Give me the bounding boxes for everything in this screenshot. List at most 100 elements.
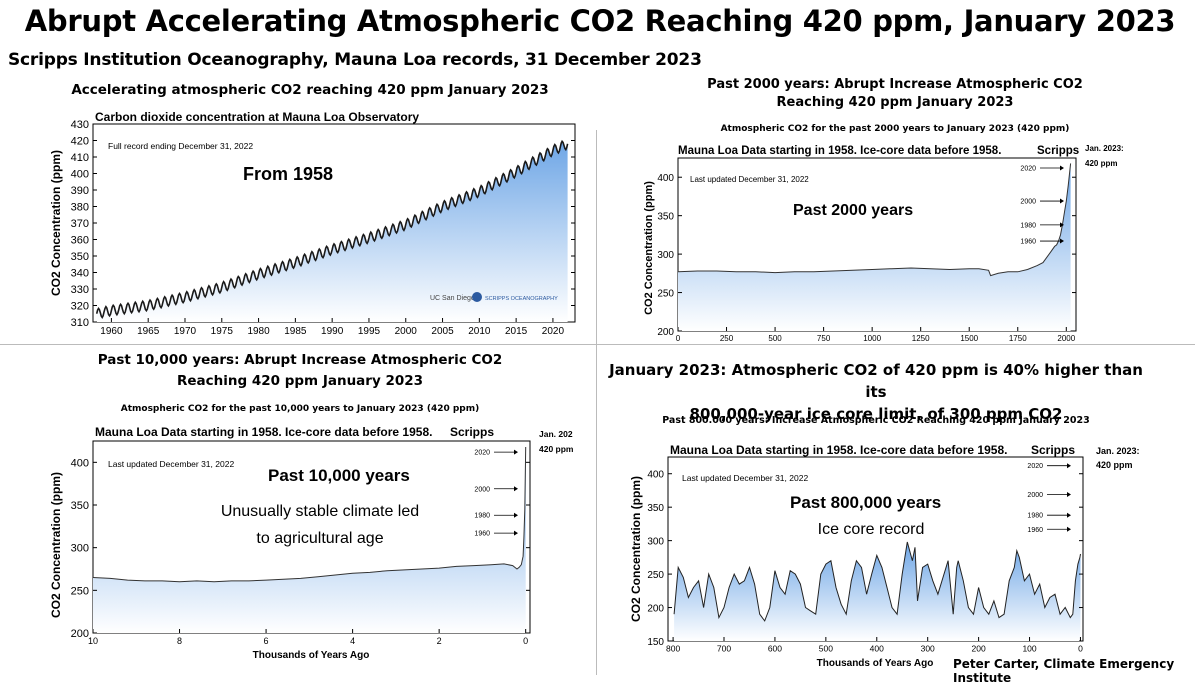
x-tick-label: 2010	[468, 326, 491, 337]
x-tick-label: 1750	[1009, 334, 1027, 343]
y-tick-label: 400	[647, 470, 664, 481]
chart2-title-right: Scripps	[1037, 145, 1079, 157]
chart-2000-years: Mauna Loa Data starting in 1958. Ice-cor…	[643, 144, 1124, 343]
x-tick-label: 0	[1078, 644, 1083, 654]
chart3-annotation-line3: to agricultural age	[256, 530, 383, 547]
chart2-note: Last updated December 31, 2022	[690, 175, 809, 184]
panel1-heading: Accelerating atmospheric CO2 reaching 42…	[71, 82, 549, 98]
chart3-title-right: Scripps	[450, 425, 494, 439]
chart4-xlabel: Thousands of Years Ago	[817, 658, 934, 669]
chart-800000-years: Mauna Loa Data starting in 1958. Ice-cor…	[629, 443, 1140, 669]
y-tick-label: 250	[71, 585, 89, 597]
year-marker-label: 1980	[1020, 222, 1036, 229]
x-tick-label: 1990	[321, 326, 344, 337]
main-title: Abrupt Accelerating Atmospheric CO2 Reac…	[24, 4, 1176, 38]
year-marker-label: 2000	[1027, 492, 1043, 499]
panel4-heading: January 2023: Atmospheric CO2 of 420 ppm…	[596, 359, 1156, 425]
x-tick-label: 500	[768, 334, 782, 343]
x-tick-label: 6	[264, 636, 269, 646]
x-tick-label: 4	[350, 636, 355, 646]
x-tick-label: 8	[177, 636, 182, 646]
year-marker-label: 2020	[474, 450, 490, 457]
chart-maunaloa-1958: Carbon dioxide concentration at Mauna Lo…	[49, 110, 576, 337]
chart3-area-fill	[93, 447, 526, 633]
arrow-head-icon	[514, 530, 518, 536]
y-tick-label: 200	[71, 628, 89, 640]
x-tick-label: 700	[717, 644, 731, 654]
year-marker-label: 1960	[474, 531, 490, 538]
chart1-ylabel: CO2 Concentration (ppm)	[49, 150, 63, 296]
panel3-heading-line2: Reaching 420 ppm January 2023	[176, 373, 424, 389]
arrow-head-icon	[1067, 491, 1071, 497]
chart3-ylabel: CO2 Concentration (ppm)	[49, 472, 63, 618]
chart3-note: Last updated December 31, 2022	[108, 459, 234, 469]
y-tick-label: 250	[657, 289, 674, 300]
chart4-side-label1: Jan. 2023:	[1096, 446, 1140, 456]
y-tick-label: 250	[647, 570, 664, 581]
x-tick-label: 1500	[960, 334, 978, 343]
panel2-heading: Past 2000 years: Abrupt Increase Atmosph…	[630, 76, 1160, 112]
chart4-series-line	[673, 541, 1081, 622]
x-tick-label: 1960	[100, 326, 123, 337]
arrow-head-icon	[514, 486, 518, 492]
arrow-head-icon	[1067, 512, 1071, 518]
y-tick-label: 300	[71, 543, 89, 555]
x-tick-label: 1975	[211, 326, 234, 337]
chart4-annotation: Past 800,000 years	[790, 493, 941, 512]
chart4-area-fill	[674, 542, 1081, 641]
x-tick-label: 1985	[284, 326, 307, 337]
chart1-area-fill	[96, 141, 568, 322]
chart3-annotation-line2: Unusually stable climate led	[221, 503, 419, 520]
x-tick-label: 1970	[174, 326, 197, 337]
chart3-xlabel: Thousands of Years Ago	[253, 650, 370, 661]
x-tick-label: 800	[666, 644, 680, 654]
x-tick-label: 0	[676, 334, 681, 343]
chart4-note: Last updated December 31, 2022	[682, 473, 808, 483]
x-tick-label: 500	[819, 644, 833, 654]
chart-10000-years: Mauna Loa Data starting in 1958. Ice-cor…	[49, 425, 574, 661]
x-tick-label: 10	[88, 636, 98, 646]
chart2-side-label1: Jan. 2023:	[1085, 144, 1124, 153]
scripps-logo: SCRIPPS OCEANOGRAPHY	[485, 296, 558, 302]
x-tick-label: 2000	[1057, 334, 1075, 343]
x-tick-label: 300	[921, 644, 935, 654]
arrow-head-icon	[1060, 238, 1064, 244]
panel2-heading-line2: Reaching 420 ppm January 2023	[776, 95, 1014, 110]
chart3-annotation: Past 10,000 years	[268, 466, 410, 485]
year-marker-label: 1980	[474, 513, 490, 520]
x-tick-label: 2020	[542, 326, 565, 337]
x-tick-label: 750	[817, 334, 831, 343]
panel2-subheading: Atmospheric CO2 for the past 2000 years …	[720, 124, 1070, 134]
y-tick-label: 400	[657, 173, 674, 184]
y-tick-label: 350	[657, 212, 674, 223]
x-tick-label: 200	[972, 644, 986, 654]
main-subtitle: Scripps Institution Oceanography, Mauna …	[8, 50, 702, 70]
y-tick-label: 300	[647, 537, 664, 548]
y-tick-label: 420	[71, 136, 89, 148]
chart3-series-line	[92, 446, 527, 583]
vertical-divider	[596, 130, 597, 675]
panel3-heading-line1: Past 10,000 years: Abrupt Increase Atmos…	[97, 352, 503, 368]
y-tick-label: 310	[71, 317, 89, 329]
chart4-ylabel: CO2 Concentration (ppm)	[629, 476, 643, 622]
y-tick-label: 330	[71, 284, 89, 296]
chart1-annotation: From 1958	[243, 164, 333, 184]
panel4-subheading: Past 800.000 years: Increase Atmospheric…	[662, 415, 1090, 426]
year-marker-label: 1980	[1027, 513, 1043, 520]
year-marker-label: 2000	[474, 486, 490, 493]
year-marker-label: 2000	[1020, 199, 1036, 206]
chart2-annotation: Past 2000 years	[793, 202, 913, 219]
y-tick-label: 400	[71, 169, 89, 181]
y-tick-label: 350	[71, 500, 89, 512]
y-tick-label: 200	[647, 604, 664, 615]
year-marker-label: 1960	[1027, 527, 1043, 534]
y-tick-label: 430	[71, 119, 89, 131]
x-tick-label: 1980	[247, 326, 270, 337]
arrow-head-icon	[1067, 526, 1071, 532]
chart1-note: Full record ending December 31, 2022	[108, 141, 253, 151]
x-tick-label: 600	[768, 644, 782, 654]
chart1-series-line	[95, 139, 569, 320]
y-tick-label: 360	[71, 235, 89, 247]
chart4-title: Mauna Loa Data starting in 1958. Ice-cor…	[670, 443, 1007, 457]
y-tick-label: 150	[647, 637, 664, 648]
